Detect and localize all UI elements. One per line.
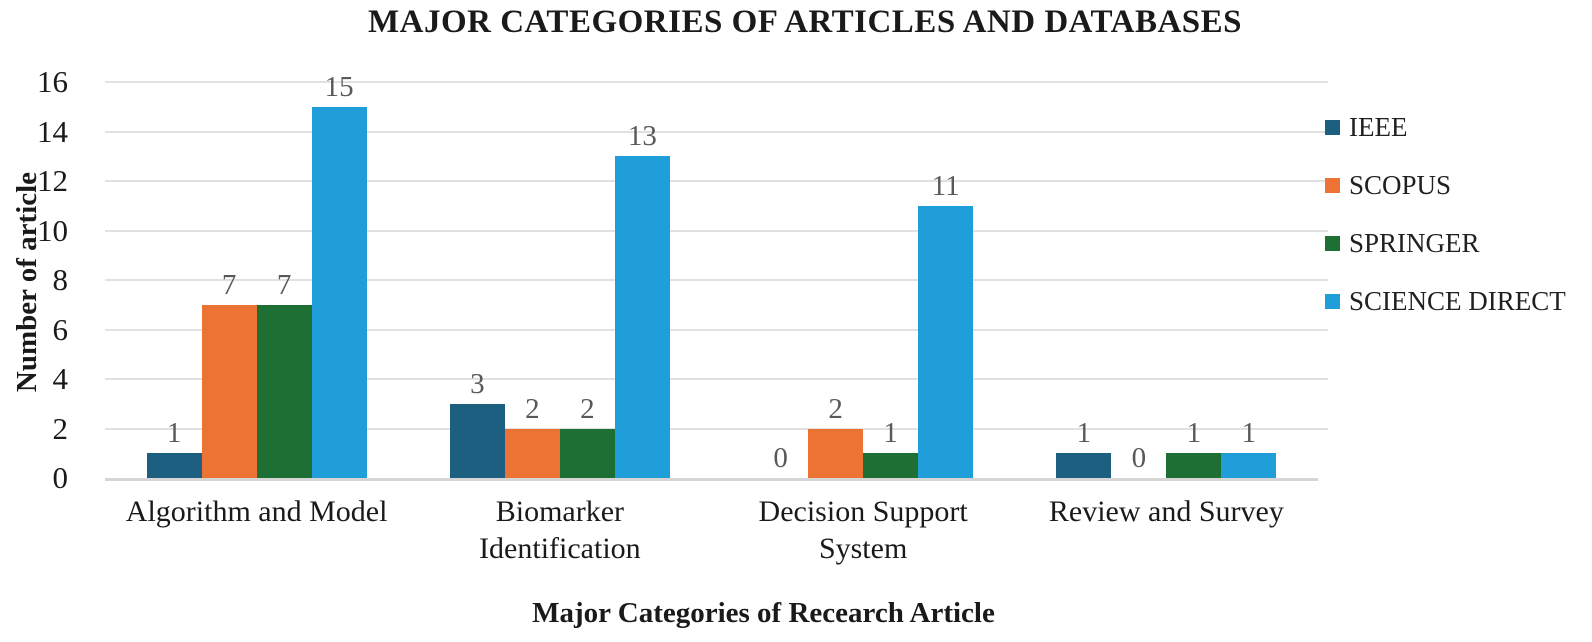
bar-value-springer-review-and-survey: 1 — [1186, 417, 1202, 450]
bar-value-scopus-algorithm-and-model: 7 — [221, 268, 237, 301]
category-label-biomarker-identification: Biomarker Identification — [479, 495, 641, 565]
bar-value-springer-biomarker-identification: 2 — [580, 392, 595, 425]
legend-label-springer: SPRINGER — [1349, 228, 1480, 258]
x-axis-title: Major Categories of Recearch Article — [532, 597, 995, 629]
y-tick-label-14: 14 — [37, 113, 68, 149]
bar-ieee-review-and-survey — [1056, 453, 1112, 478]
bar-ieee-algorithm-and-model — [146, 453, 202, 478]
y-tick-label-2: 2 — [52, 410, 69, 446]
legend-swatch-scopus-icon — [1325, 178, 1340, 193]
category-label-decision-support-system: Decision Support System — [758, 495, 968, 565]
chart-title: MAJOR CATEGORIES OF ARTICLES AND DATABAS… — [367, 4, 1243, 40]
legend-label-ieee: IEEE — [1349, 112, 1408, 142]
legend-label-science-direct: SCIENCE DIRECT — [1349, 286, 1566, 316]
bar-value-science-direct-algorithm-and-model: 15 — [324, 70, 354, 103]
legend-swatch-springer-icon — [1325, 236, 1340, 251]
y-tick-label-10: 10 — [37, 212, 68, 248]
x-axis-category-labels: Algorithm and Model Biomarker Identificat… — [105, 493, 1318, 583]
legend-label-scopus: SCOPUS — [1349, 170, 1452, 200]
legend-swatch-science-direct-icon — [1325, 294, 1340, 309]
bar-value-science-direct-biomarker-identification: 13 — [627, 120, 657, 153]
legend-item-springer: SPRINGER — [1325, 228, 1566, 286]
plot-area: 1 7 7 15 3 2 2 13 0 2 1 11 1 0 1 1 — [105, 71, 1328, 481]
bar-science-direct-decision-support-system — [918, 205, 974, 478]
bar-value-scopus-biomarker-identification: 2 — [525, 392, 540, 425]
bar-science-direct-biomarker-identification — [614, 156, 670, 478]
gridline-y-16 — [105, 81, 1328, 83]
legend: IEEE SCOPUS SPRINGER SCIENCE DIRECT — [1325, 112, 1566, 344]
bar-science-direct-review-and-survey — [1221, 453, 1277, 478]
y-tick-label-12: 12 — [37, 163, 68, 198]
y-tick-label-8: 8 — [52, 262, 69, 297]
y-tick-label-0: 0 — [52, 460, 69, 495]
bar-scopus-decision-support-system — [808, 428, 864, 478]
gridline-y-10 — [105, 229, 1328, 232]
bar-value-ieee-biomarker-identification: 3 — [470, 367, 485, 400]
category-label-review-and-survey: Review and Survey — [1048, 495, 1284, 528]
bar-value-science-direct-review-and-survey: 1 — [1241, 417, 1257, 450]
gridline-y-6 — [105, 328, 1328, 331]
bar-value-ieee-decision-support-system: 0 — [773, 442, 788, 474]
gridline-y-2 — [105, 427, 1328, 430]
legend-swatch-ieee-icon — [1325, 120, 1340, 135]
bar-value-science-direct-decision-support-system: 11 — [931, 169, 960, 202]
bar-scopus-algorithm-and-model — [201, 304, 257, 478]
bar-value-ieee-review-and-survey: 1 — [1076, 417, 1092, 450]
y-axis-tick-labels: 0 2 4 6 8 10 12 14 16 — [0, 65, 69, 495]
y-tick-label-6: 6 — [52, 311, 69, 347]
bar-value-scopus-decision-support-system: 2 — [828, 392, 843, 425]
bar-springer-algorithm-and-model — [256, 304, 312, 478]
bar-ieee-biomarker-identification — [449, 403, 505, 478]
gridline-y-8 — [105, 279, 1328, 281]
gridline-y-12 — [105, 180, 1328, 182]
category-label-algorithm-and-model: Algorithm and Model — [125, 495, 388, 528]
bar-value-scopus-review-and-survey: 0 — [1131, 442, 1147, 474]
legend-item-science-direct: SCIENCE DIRECT — [1325, 286, 1566, 344]
bar-value-ieee-algorithm-and-model: 1 — [166, 417, 182, 450]
y-tick-label-16: 16 — [37, 64, 68, 99]
gridline-y-4 — [105, 378, 1328, 380]
legend-item-scopus: SCOPUS — [1325, 170, 1566, 228]
bar-value-springer-decision-support-system: 1 — [883, 417, 898, 450]
y-tick-label-4: 4 — [52, 361, 69, 396]
bar-scopus-biomarker-identification — [504, 428, 560, 478]
gridline-y-14 — [105, 130, 1328, 133]
bar-science-direct-algorithm-and-model — [311, 106, 367, 478]
bar-springer-decision-support-system — [863, 453, 919, 478]
legend-item-ieee: IEEE — [1325, 112, 1566, 170]
bar-value-springer-algorithm-and-model: 7 — [276, 268, 292, 301]
bar-springer-review-and-survey — [1166, 453, 1222, 478]
bar-springer-biomarker-identification — [559, 428, 615, 478]
